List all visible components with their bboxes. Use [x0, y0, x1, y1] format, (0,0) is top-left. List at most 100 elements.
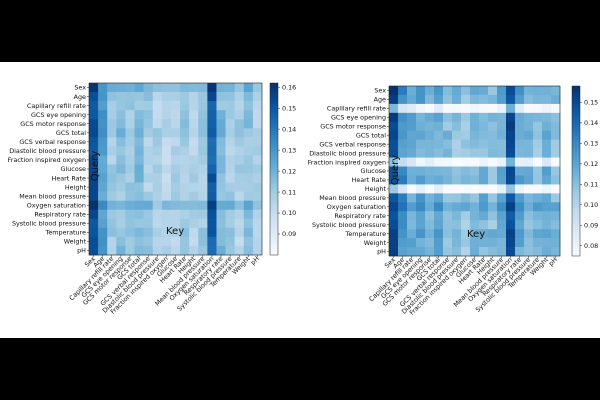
heatmap-cell [425, 193, 435, 203]
heatmap-cell [407, 130, 417, 140]
heatmap-cell [452, 139, 462, 149]
heatmap-cell [189, 236, 199, 247]
heatmap-cell [134, 83, 144, 93]
heatmap-cell [497, 202, 507, 212]
heatmap-cell [180, 83, 190, 93]
heatmap-cell [443, 247, 453, 257]
heatmap-cell [198, 110, 208, 120]
heatmap-cell [234, 146, 245, 156]
heatmap-cell [107, 128, 117, 138]
heatmap-cell [107, 155, 117, 165]
heatmap-cell [407, 157, 417, 167]
heatmap-cell [125, 92, 135, 102]
heatmap-cell [524, 157, 534, 167]
heatmap-cell [143, 236, 154, 247]
heatmap-cell [488, 247, 498, 257]
heatmap-cell [488, 175, 498, 185]
heatmap-cell [134, 92, 144, 102]
heatmap-cell [542, 211, 552, 221]
heatmap-cell [515, 157, 525, 167]
heatmap-cell [134, 236, 144, 247]
heatmap-cell [225, 137, 235, 147]
heatmap-cell [497, 247, 507, 257]
heatmap-cell [533, 220, 543, 230]
heatmap-cell [107, 218, 117, 229]
heatmap-cell [443, 175, 453, 185]
heatmap-cell [488, 94, 498, 105]
heatmap-cell [225, 209, 235, 220]
heatmap-cell [542, 175, 552, 185]
heatmap-cell [479, 112, 489, 123]
heatmap-cell [488, 86, 498, 96]
heatmap-cell [161, 137, 172, 147]
heatmap-cell [152, 92, 163, 102]
heatmap-cell [533, 157, 543, 167]
colorbar-tick-label: 0.14 [584, 119, 598, 127]
heatmap-cell [180, 200, 190, 211]
heatmap-cell [89, 155, 99, 165]
heatmap-cell [89, 209, 99, 220]
y-tick-label: Oxygen saturation [27, 201, 86, 209]
heatmap-cell [116, 101, 126, 111]
heatmap-cell [479, 139, 489, 149]
heatmap-cell [524, 130, 534, 140]
heatmap-cell [116, 236, 126, 247]
heatmap-cell [89, 164, 99, 174]
heatmap-cell [98, 101, 108, 111]
heatmap-cell [398, 247, 408, 257]
colorbar-tick-label: 0.15 [282, 104, 296, 112]
heatmap-cell [98, 146, 108, 156]
heatmap-cell [89, 110, 99, 120]
heatmap-cell [434, 157, 444, 167]
heatmap-cell [551, 157, 561, 167]
heatmap-cell [470, 148, 480, 158]
heatmap-cell [243, 191, 254, 201]
heatmap-cell [434, 148, 444, 158]
heatmap-cell [207, 173, 217, 183]
heatmap-cell [416, 130, 426, 140]
heatmap-cell [152, 110, 163, 120]
heatmap-cell [161, 155, 172, 165]
heatmap-cell [143, 146, 154, 156]
heatmap-cell [470, 175, 480, 185]
colorbar [571, 85, 581, 257]
heatmap-cell [107, 182, 117, 192]
heatmap-cell [207, 200, 217, 211]
heatmap-cell [452, 247, 462, 257]
heatmap-cell [398, 157, 408, 167]
heatmap-cell [533, 139, 543, 149]
heatmap-cell [180, 101, 190, 111]
heatmap-cell [161, 164, 172, 174]
heatmap-cell [125, 164, 135, 174]
heatmap-cell [515, 247, 525, 257]
heatmap-cell [170, 146, 181, 156]
heatmap-cell [452, 103, 462, 114]
heatmap-cell [216, 92, 226, 102]
heatmap-cell [216, 164, 226, 174]
heatmap-cell [470, 121, 480, 132]
heatmap-cell [425, 86, 435, 96]
heatmap-cell [497, 166, 507, 176]
heatmap-cell [443, 157, 453, 167]
heatmap-cell [198, 164, 208, 174]
heatmap-cell [107, 83, 117, 93]
heatmap-cell [488, 112, 498, 123]
heatmap-cell [216, 191, 226, 201]
heatmap-cell [488, 229, 498, 239]
y-tick-label: Sex [374, 87, 386, 95]
y-tick-label: Respiratory rate [334, 212, 386, 220]
heatmap-cell [216, 119, 226, 129]
heatmap-cell [416, 103, 426, 114]
heatmap-cell [515, 94, 525, 105]
colorbar-tick-label: 0.09 [282, 230, 296, 238]
heatmap-cell [506, 220, 516, 230]
heatmap-cell [515, 166, 525, 176]
heatmap-cell [207, 110, 217, 120]
heatmap-cell [234, 119, 245, 129]
heatmap-cell [170, 218, 181, 229]
heatmap-cell [524, 139, 534, 149]
heatmap-cell [515, 175, 525, 185]
heatmap-cell [234, 137, 245, 147]
heatmap-cell [497, 211, 507, 221]
heatmap-cell [198, 227, 208, 238]
